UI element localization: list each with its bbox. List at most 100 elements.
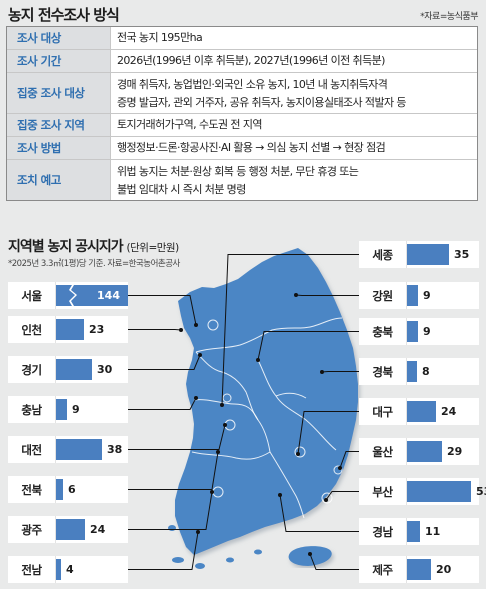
leader-dot bbox=[210, 490, 214, 494]
region-label: 서울 144 bbox=[8, 282, 128, 309]
leader-line bbox=[325, 491, 359, 501]
leader-line bbox=[128, 491, 213, 530]
leader-line bbox=[128, 424, 226, 450]
bar bbox=[56, 519, 85, 540]
bar bbox=[56, 439, 102, 460]
leader-line bbox=[128, 531, 199, 570]
region-name: 경북 bbox=[359, 358, 406, 385]
bar-track: 38 bbox=[55, 436, 128, 463]
region-name: 대구 bbox=[359, 398, 406, 425]
region-label: 광주 24 bbox=[8, 516, 128, 543]
bar bbox=[407, 441, 442, 462]
source-note: *자료=농식품부 bbox=[420, 12, 478, 22]
map-unit-text: (단위=만원) bbox=[126, 242, 180, 254]
axis-break-mark bbox=[69, 285, 77, 306]
region-label: 세종 35 bbox=[359, 241, 479, 268]
region-name: 전북 bbox=[8, 476, 55, 503]
info-row-label: 집중 조사 지역 bbox=[7, 114, 111, 136]
map-title-text: 지역별 농지 공시지가 bbox=[8, 239, 124, 255]
info-row: 집중 조사 대상 경매 취득자, 농업법인·외국인 소유 농지, 10년 내 농지… bbox=[7, 73, 477, 114]
leader-dot bbox=[196, 530, 200, 534]
island-shape bbox=[168, 525, 176, 531]
info-row-line: 토지거래허가구역, 수도권 전 지역 bbox=[117, 118, 262, 131]
region-label: 경북 8 bbox=[359, 358, 479, 385]
bar-value-label: 11 bbox=[425, 525, 441, 538]
region-name: 세종 bbox=[359, 241, 406, 268]
bar-track: 4 bbox=[55, 556, 128, 583]
region-name: 인천 bbox=[8, 316, 55, 343]
leader-dot bbox=[194, 323, 198, 327]
info-row-line: 위법 농지는 처분·원상 회복 등 행정 처분, 무단 휴경 또는 bbox=[117, 165, 359, 178]
region-label: 전북 6 bbox=[8, 476, 128, 503]
bar-track: 53 bbox=[406, 478, 486, 505]
bar-value-label: 38 bbox=[107, 443, 123, 456]
bar-track: 8 bbox=[406, 358, 479, 385]
bar-value-label: 20 bbox=[436, 563, 452, 576]
bar-value-label: 24 bbox=[441, 405, 457, 418]
region-label: 대구 24 bbox=[359, 398, 479, 425]
region-label: 전남 4 bbox=[8, 556, 128, 583]
bar-value-label: 9 bbox=[72, 403, 80, 416]
leader-dot bbox=[278, 493, 282, 497]
bar bbox=[407, 244, 449, 265]
bar-value-label: 144 bbox=[97, 289, 120, 302]
bar-value-label: 4 bbox=[66, 563, 74, 576]
bar-value-label: 35 bbox=[454, 248, 470, 261]
leader-line bbox=[128, 451, 219, 490]
region-label: 경기 30 bbox=[8, 356, 128, 383]
map-section-title: 지역별 농지 공시지가 (단위=만원) bbox=[8, 236, 179, 256]
bar bbox=[407, 559, 431, 580]
bar-value-label: 6 bbox=[68, 483, 76, 496]
info-row-line: 2026년(1996년 이후 취득분), 2027년(1996년 이전 취득분) bbox=[117, 54, 385, 67]
bar-track: 20 bbox=[406, 556, 479, 583]
info-row-value: 전국 농지 195만ha bbox=[111, 27, 477, 49]
region-name: 제주 bbox=[359, 556, 406, 583]
bar-track: 9 bbox=[406, 318, 479, 345]
bar-track: 35 bbox=[406, 241, 479, 268]
bar-track: 9 bbox=[406, 282, 479, 309]
bar-track: 6 bbox=[55, 476, 128, 503]
leader-line bbox=[128, 329, 182, 331]
leader-line bbox=[128, 397, 197, 410]
info-row: 조사 대상 전국 농지 195만ha bbox=[7, 27, 477, 50]
region-name: 강원 bbox=[359, 282, 406, 309]
korea-mainland-shape bbox=[175, 248, 358, 555]
leader-dot bbox=[216, 450, 220, 454]
bar bbox=[56, 479, 63, 500]
region-name: 전남 bbox=[8, 556, 55, 583]
info-row-value: 2026년(1996년 이후 취득분), 2027년(1996년 이전 취득분) bbox=[111, 50, 477, 72]
region-name: 경남 bbox=[359, 518, 406, 545]
region-name: 충북 bbox=[359, 318, 406, 345]
bar-track: 24 bbox=[55, 516, 128, 543]
leader-dot bbox=[296, 452, 300, 456]
bar-value-label: 30 bbox=[97, 363, 113, 376]
leader-dot bbox=[320, 370, 324, 374]
region-label: 강원 9 bbox=[359, 282, 479, 309]
island-shape bbox=[195, 563, 205, 569]
info-row-line: 증명 발급자, 관외 거주자, 공유 취득자, 농지이용실태조사 적발자 등 bbox=[117, 96, 407, 109]
info-row-value: 토지거래허가구역, 수도권 전 지역 bbox=[111, 114, 477, 136]
info-row: 집중 조사 지역 토지거래허가구역, 수도권 전 지역 bbox=[7, 114, 477, 137]
region-label: 부산 53 bbox=[359, 478, 486, 505]
bar bbox=[56, 285, 128, 306]
leader-line bbox=[128, 354, 201, 370]
region-label: 대전 38 bbox=[8, 436, 128, 463]
leader-line bbox=[279, 494, 359, 532]
island-shape bbox=[172, 557, 184, 563]
bar-track: 144 bbox=[55, 282, 128, 309]
bar-track: 24 bbox=[406, 398, 479, 425]
bar-value-label: 8 bbox=[422, 365, 430, 378]
region-label: 경남 11 bbox=[359, 518, 479, 545]
leader-line bbox=[297, 411, 359, 455]
info-row: 조치 예고 위법 농지는 처분·원상 회복 등 행정 처분, 무단 휴경 또는 불법… bbox=[7, 160, 477, 200]
leader-dot bbox=[338, 466, 342, 470]
leader-dot bbox=[223, 423, 227, 427]
bar-track: 11 bbox=[406, 518, 479, 545]
region-label: 충남 9 bbox=[8, 396, 128, 423]
bar bbox=[407, 321, 418, 342]
region-label: 제주 20 bbox=[359, 556, 479, 583]
leader-line bbox=[221, 254, 359, 406]
leader-dot bbox=[308, 552, 312, 556]
